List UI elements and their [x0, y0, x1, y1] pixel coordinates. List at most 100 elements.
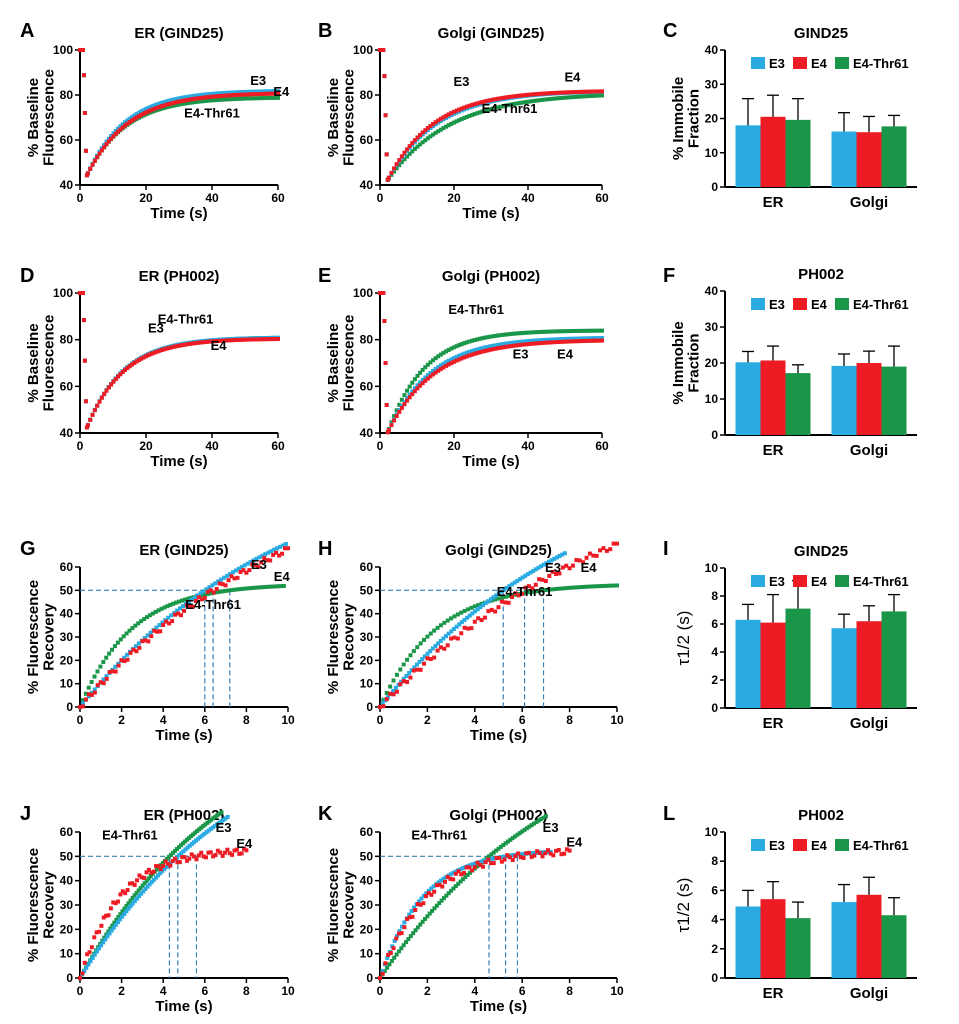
data-point: [138, 886, 143, 891]
data-point: [262, 556, 267, 561]
data-point: [250, 92, 255, 97]
data-point: [150, 351, 155, 356]
data-point: [169, 98, 174, 103]
data-point: [443, 879, 448, 884]
data-point: [561, 95, 566, 100]
category-label: ER: [763, 442, 784, 459]
data-point: [189, 597, 194, 602]
data-point: [472, 619, 477, 624]
data-point: [158, 871, 163, 876]
data-point: [271, 552, 276, 557]
data-point: [199, 340, 204, 345]
data-point: [154, 625, 159, 630]
y-tick-label: 20: [60, 922, 74, 936]
data-point: [510, 857, 515, 862]
data-point: [502, 587, 507, 592]
data-point: [250, 89, 255, 94]
x-tick-label: 8: [243, 984, 250, 998]
data-point: [125, 121, 130, 126]
data-point: [438, 623, 443, 628]
data-point: [180, 855, 185, 860]
data-point: [425, 651, 430, 656]
data-point: [470, 349, 475, 354]
data-point: [85, 952, 90, 957]
y-tick-label: 10: [60, 947, 74, 961]
data-point: [562, 851, 567, 856]
x-axis-label: Time (s): [462, 453, 519, 470]
data-point: [155, 105, 160, 110]
y-axis-label: % BaselineFluorescence: [325, 315, 358, 412]
data-point: [566, 329, 571, 334]
legend-label: E4: [811, 838, 828, 853]
data-point: [558, 329, 563, 334]
data-point: [475, 347, 480, 352]
series-label: E3: [250, 73, 266, 88]
data-point: [475, 101, 480, 106]
data-point: [271, 89, 276, 94]
data-point: [191, 832, 196, 837]
data-point: [496, 105, 501, 110]
data-point: [139, 109, 144, 114]
data-point: [101, 660, 106, 665]
series-label: E4: [236, 836, 253, 851]
data-point: [245, 89, 250, 94]
data-point: [264, 584, 269, 589]
data-point: [392, 414, 397, 419]
data-point: [477, 336, 482, 341]
data-point: [82, 969, 87, 974]
data-point: [566, 95, 571, 100]
data-point: [116, 663, 121, 668]
data-point: [584, 89, 589, 94]
data-point: [148, 104, 153, 109]
data-point: [522, 100, 527, 105]
data-point: [234, 338, 239, 343]
data-point: [156, 608, 161, 613]
data-point: [286, 546, 290, 551]
data-point: [548, 91, 553, 96]
y-tick-label: 2: [711, 942, 718, 956]
data-point: [432, 628, 437, 633]
data-point: [499, 595, 504, 600]
data-point: [232, 848, 237, 853]
data-point: [541, 562, 546, 567]
data-point: [501, 342, 506, 347]
data-point: [415, 925, 420, 930]
data-point: [407, 912, 412, 917]
data-point: [144, 870, 149, 875]
data-point: [413, 907, 418, 912]
data-point: [198, 835, 203, 840]
data-point: [480, 864, 485, 869]
data-point: [561, 90, 566, 95]
data-point: [274, 550, 279, 555]
data-point: [146, 876, 151, 881]
bar: [856, 621, 882, 708]
data-point: [550, 337, 555, 342]
data-point: [560, 565, 565, 570]
data-point: [568, 95, 573, 100]
data-point: [405, 154, 410, 159]
data-point: [113, 922, 118, 927]
data-point: [597, 338, 602, 343]
data-point: [164, 619, 169, 624]
y-axis-label: % FluorescenceRecovery: [325, 848, 358, 962]
data-point: [381, 704, 386, 709]
data-point: [561, 329, 566, 334]
data-point: [399, 679, 404, 684]
data-point: [493, 105, 498, 110]
data-point: [99, 923, 104, 928]
series-label: E3: [545, 560, 561, 575]
data-point: [451, 356, 456, 361]
series-e4: [378, 541, 619, 709]
data-point: [118, 127, 123, 132]
data-point: [535, 92, 540, 97]
data-point: [155, 102, 160, 107]
data-point: [170, 619, 175, 624]
panel-letter: I: [663, 538, 669, 560]
data-point: [183, 98, 188, 103]
data-point: [561, 339, 566, 344]
data-point: [600, 338, 604, 343]
data-point: [441, 896, 446, 901]
data-point: [92, 674, 97, 679]
